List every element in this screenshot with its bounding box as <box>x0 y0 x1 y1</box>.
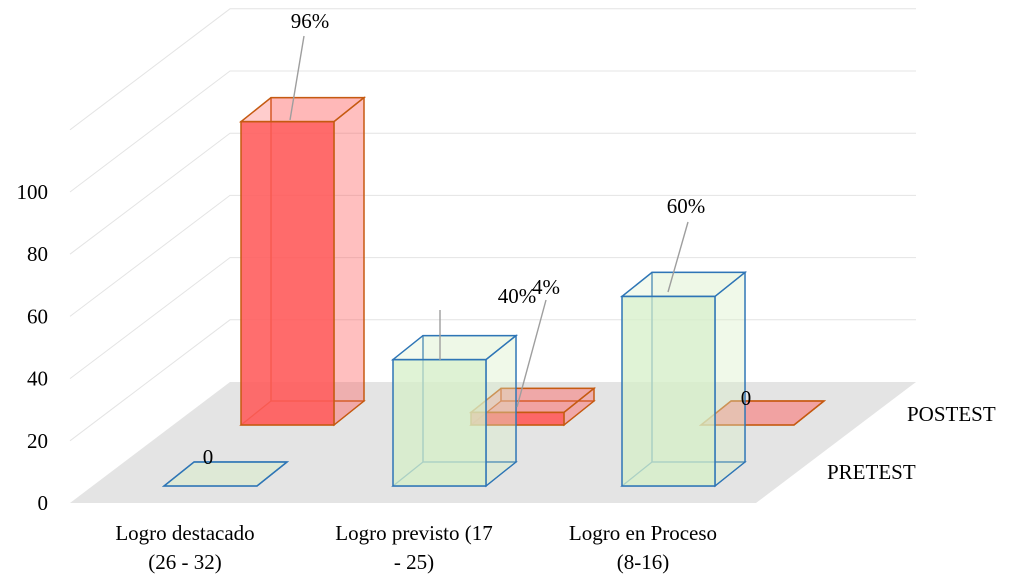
data-label: 60% <box>667 194 706 218</box>
x-tick-label: (8-16) <box>617 550 669 574</box>
data-label: 0 <box>741 386 752 410</box>
y-tick-label: 80 <box>27 242 48 266</box>
pretest-bars <box>161 271 748 488</box>
x-tick-label: - 25) <box>394 550 434 574</box>
gridline <box>69 70 916 193</box>
bar-top-face <box>390 334 519 361</box>
series-axis-label: POSTEST <box>907 402 996 426</box>
bar-front-face <box>621 295 716 487</box>
bar-front-face <box>392 358 487 487</box>
postest-bar <box>698 400 827 426</box>
x-tick-label: Logro en Proceso <box>569 521 717 545</box>
data-label: 40% <box>498 284 537 308</box>
data-label: 4% <box>532 275 560 299</box>
bar-top-face <box>619 271 748 298</box>
data-label: 96% <box>291 9 330 33</box>
gridline <box>69 132 916 255</box>
bar-front-face <box>240 120 335 426</box>
gridline <box>69 194 916 317</box>
data-label: 0 <box>203 445 214 469</box>
x-tick-label: Logro previsto (17 <box>335 521 492 545</box>
bar-side-face <box>333 96 365 427</box>
axis-labels: 0 20 40 60 80 100 Logro destacado (26 - 32) Logr… <box>17 180 996 574</box>
y-tick-label: 100 <box>17 180 49 204</box>
bar-top-face <box>161 461 290 487</box>
postest-bar <box>238 96 367 427</box>
bar-side-face <box>485 334 517 488</box>
bar-top-face <box>468 387 597 414</box>
y-tick-label: 40 <box>27 367 48 391</box>
pretest-bar <box>619 271 748 488</box>
x-tick-label: (26 - 32) <box>148 550 221 574</box>
pretest-bar <box>390 334 519 488</box>
y-tick-label: 60 <box>27 304 48 328</box>
leader-line <box>289 35 305 121</box>
postest-bar <box>468 387 597 427</box>
gridline <box>69 8 916 131</box>
pretest-bar <box>161 461 290 487</box>
y-tick-label: 0 <box>38 491 49 515</box>
gridline <box>69 257 916 379</box>
bar-top-face <box>238 96 367 123</box>
y-tick-label: 20 <box>27 429 48 453</box>
bar-side-face <box>714 271 746 488</box>
bar-top-face <box>698 400 827 426</box>
series-axis-label: PRETEST <box>827 460 916 484</box>
leader-line <box>667 221 689 293</box>
leader-line <box>516 299 547 408</box>
postest-bars <box>238 96 827 427</box>
data-labels: 0 40% 60% 96% 4% 0 <box>203 9 752 469</box>
x-tick-label: Logro destacado <box>115 521 254 545</box>
